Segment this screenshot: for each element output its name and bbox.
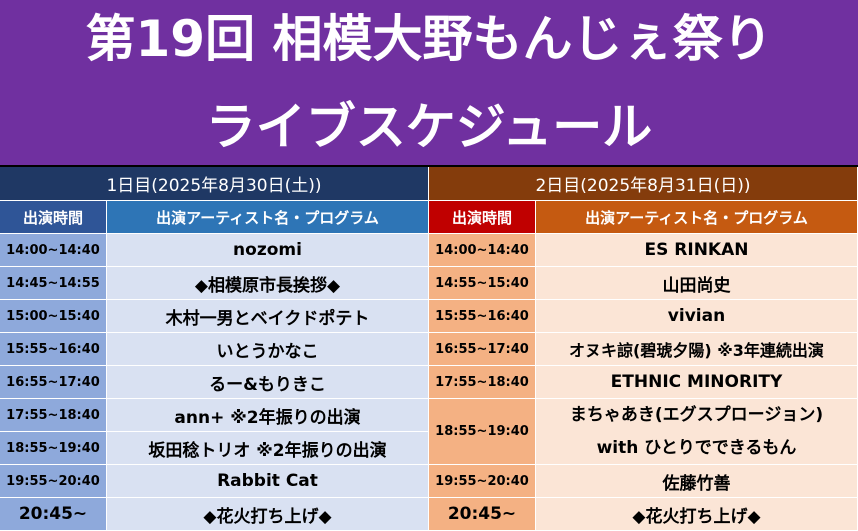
day1-artist-cell: ◆花火打ち上げ◆ bbox=[107, 498, 429, 531]
day2-artist-cell: ETHNIC MINORITY bbox=[536, 366, 858, 399]
day2-artist-column-header: 出演アーティスト名・プログラム bbox=[536, 201, 858, 234]
day2-time-cell: 20:45~ bbox=[429, 498, 536, 531]
day1-time-cell: 16:55~17:40 bbox=[0, 366, 107, 399]
day1-header: 1日目(2025年8月30日(土)) bbox=[0, 167, 429, 201]
day1-artist-cell: るー&もりきこ bbox=[107, 366, 429, 399]
day1-time-cell: 20:45~ bbox=[0, 498, 107, 531]
schedule-title: ライブスケジュール bbox=[205, 98, 653, 156]
day2-time-cell: 14:00~14:40 bbox=[429, 234, 536, 267]
day2-time-cell: 16:55~17:40 bbox=[429, 333, 536, 366]
day2-time-column-header: 出演時間 bbox=[429, 201, 536, 234]
day1-time-cell: 15:00~15:40 bbox=[0, 300, 107, 333]
day2-time-cell: 17:55~18:40 bbox=[429, 366, 536, 399]
day1-time-column-header: 出演時間 bbox=[0, 201, 107, 234]
day2-artist-cell: 山田尚史 bbox=[536, 267, 858, 300]
day1-time-cell: 18:55~19:40 bbox=[0, 432, 107, 465]
day1-time-cell: 15:55~16:40 bbox=[0, 333, 107, 366]
day1-time-cell: 14:00~14:40 bbox=[0, 234, 107, 267]
day2-artist-cell: 佐藤竹善 bbox=[536, 465, 858, 498]
day1-time-cell: 14:45~14:55 bbox=[0, 267, 107, 300]
day2-artist-line: with ひとりでできるもん bbox=[596, 437, 797, 458]
day1-artist-cell: 木村一男とベイクドポテト bbox=[107, 300, 429, 333]
day2-time-cell: 15:55~16:40 bbox=[429, 300, 536, 333]
day2-artist-cell: ◆花火打ち上げ◆ bbox=[536, 498, 858, 531]
day1-artist-cell: いとうかなこ bbox=[107, 333, 429, 366]
day1-artist-cell: ann+ ※2年振りの出演 bbox=[107, 399, 429, 432]
day1-artist-cell: 坂田稔トリオ ※2年振りの出演 bbox=[107, 432, 429, 465]
day1-artist-cell: ◆相模原市長挨拶◆ bbox=[107, 267, 429, 300]
day2-time-cell: 19:55~20:40 bbox=[429, 465, 536, 498]
day1-artist-cell: Rabbit Cat bbox=[107, 465, 429, 498]
day2-artist-cell: vivian bbox=[536, 300, 858, 333]
day1-time-cell: 19:55~20:40 bbox=[0, 465, 107, 498]
day1-time-cell: 17:55~18:40 bbox=[0, 399, 107, 432]
title-banner: 第19回 相模大野もんじぇ祭り ライブスケジュール bbox=[0, 0, 858, 167]
day2-artist-cell: ES RINKAN bbox=[536, 234, 858, 267]
day2-artist-cell: まちゃあき(エグスプロージョン) with ひとりでできるもん bbox=[536, 399, 858, 465]
day2-time-cell: 18:55~19:40 bbox=[429, 399, 536, 465]
event-title: 第19回 相模大野もんじぇ祭り bbox=[85, 10, 773, 68]
day1-artist-cell: nozomi bbox=[107, 234, 429, 267]
day2-artist-line: まちゃあき(エグスプロージョン) bbox=[569, 404, 824, 425]
day2-header: 2日目(2025年8月31日(日)) bbox=[429, 167, 858, 201]
day1-artist-column-header: 出演アーティスト名・プログラム bbox=[107, 201, 429, 234]
day2-artist-cell: オヌキ諒(碧琥夕陽) ※3年連続出演 bbox=[536, 333, 858, 366]
day2-time-cell: 14:55~15:40 bbox=[429, 267, 536, 300]
